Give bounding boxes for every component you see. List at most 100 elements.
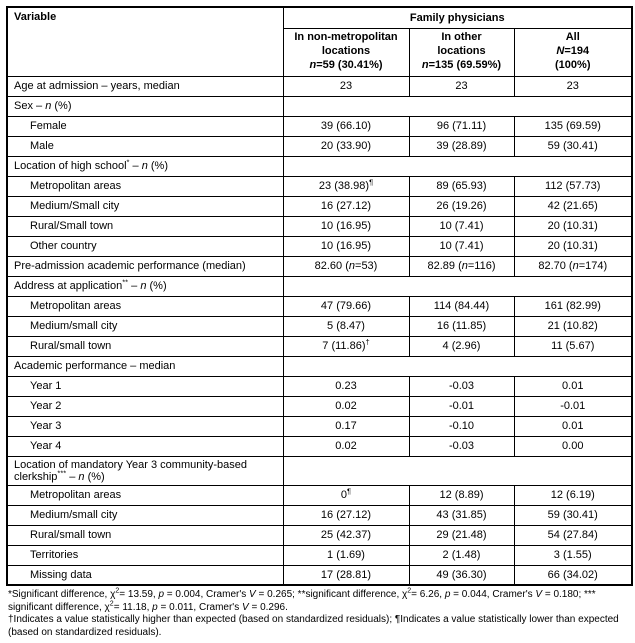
table-row: Year 4 0.02 -0.03 0.00 xyxy=(6,435,633,457)
row-label-cell: Sex – n (%) xyxy=(6,95,284,117)
table-row: Medium/small city 5 (8.47) 16 (11.85) 21 (1… xyxy=(6,315,633,337)
value-cell: 43 (31.85) xyxy=(408,504,515,526)
value-cell: 42 (21.65) xyxy=(513,195,633,217)
value-cell: 0.02 xyxy=(282,395,410,417)
value-cell: -0.03 xyxy=(408,375,515,397)
footnote: *Significant difference, χ2= 13.59, p = … xyxy=(8,587,596,613)
row-label-cell: Medium/small city xyxy=(6,504,284,526)
value-cell: 47 (79.66) xyxy=(282,295,410,317)
value-cell: 59 (30.41) xyxy=(513,135,633,157)
value-cell: 39 (28.89) xyxy=(408,135,515,157)
value-cell: 10 (7.41) xyxy=(408,215,515,237)
value-cell: 7 (11.86)† xyxy=(282,335,410,357)
study-table: Variable Family physicians In non-metrop… xyxy=(6,6,633,586)
value-cell: 49 (36.30) xyxy=(408,564,515,586)
empty-cell xyxy=(282,275,633,297)
value-cell: 0.01 xyxy=(513,375,633,397)
value-cell: 4 (2.96) xyxy=(408,335,515,357)
row-label-cell: Year 1 xyxy=(6,375,284,397)
row-label-cell: Rural/small town xyxy=(6,524,284,546)
row-label-cell: Year 3 xyxy=(6,415,284,437)
value-cell: 12 (6.19) xyxy=(513,484,633,506)
row-label-cell: Rural/Small town xyxy=(6,215,284,237)
value-cell: 82.89 (n=116) xyxy=(408,255,515,277)
value-cell: 10 (7.41) xyxy=(408,235,515,257)
value-cell: 59 (30.41) xyxy=(513,504,633,526)
value-cell: 82.60 (n=53) xyxy=(282,255,410,277)
column-header: In other locations n=135 (69.59%) xyxy=(408,27,515,77)
value-cell: 20 (33.90) xyxy=(282,135,410,157)
row-label-cell: Medium/Small city xyxy=(6,195,284,217)
value-cell: 1 (1.69) xyxy=(282,544,410,566)
value-cell: 17 (28.81) xyxy=(282,564,410,586)
section-row: Academic performance – median xyxy=(6,355,633,377)
table-row: Medium/small city 16 (27.12) 43 (31.85) 59 … xyxy=(6,504,633,526)
value-cell: 10 (16.95) xyxy=(282,235,410,257)
value-cell: 21 (10.82) xyxy=(513,315,633,337)
value-cell: 10 (16.95) xyxy=(282,215,410,237)
table-row: Metropolitan areas 47 (79.66) 114 (84.44) 1… xyxy=(6,295,633,317)
value-cell: 89 (65.93) xyxy=(408,175,515,197)
value-cell: 23 xyxy=(408,75,515,97)
row-label-cell: Missing data xyxy=(6,564,284,586)
row-label-cell: Metropolitan areas xyxy=(6,484,284,506)
table-row: Territories 1 (1.69) 2 (1.48) 3 (1.55) xyxy=(6,544,633,566)
value-cell: 2 (1.48) xyxy=(408,544,515,566)
table-row: Other country 10 (16.95) 10 (7.41) 20 (10.3… xyxy=(6,235,633,257)
value-cell: 0.01 xyxy=(513,415,633,437)
empty-cell xyxy=(282,455,633,486)
row-label-cell: Pre-admission academic performance (medi… xyxy=(6,255,284,277)
value-cell: 0.02 xyxy=(282,435,410,457)
value-cell: 54 (27.84) xyxy=(513,524,633,546)
row-label-cell: Location of mandatory Year 3 community-b… xyxy=(6,455,284,486)
value-cell: 23 xyxy=(513,75,633,97)
table-row: Year 1 0.23 -0.03 0.01 xyxy=(6,375,633,397)
section-row: Location of high school* – n (%) xyxy=(6,155,633,177)
row-label-cell: Medium/small city xyxy=(6,315,284,337)
row-label-cell: Metropolitan areas xyxy=(6,175,284,197)
value-cell: 39 (66.10) xyxy=(282,115,410,137)
value-cell: 3 (1.55) xyxy=(513,544,633,566)
value-cell: -0.01 xyxy=(513,395,633,417)
table-row: Medium/Small city 16 (27.12) 26 (19.26) 42 … xyxy=(6,195,633,217)
table-row: Year 2 0.02 -0.01 -0.01 xyxy=(6,395,633,417)
value-cell: 112 (57.73) xyxy=(513,175,633,197)
variable-header: Variable xyxy=(6,6,284,77)
table-row: Missing data 17 (28.81) 49 (36.30) 66 (34.0… xyxy=(6,564,633,586)
table-row: Rural/small town 25 (42.37) 29 (21.48) 54 (… xyxy=(6,524,633,546)
value-cell: 25 (42.37) xyxy=(282,524,410,546)
row-label-cell: Other country xyxy=(6,235,284,257)
table-row: Rural/Small town 10 (16.95) 10 (7.41) 20 (1… xyxy=(6,215,633,237)
column-header: All N=194 (100%) xyxy=(513,27,633,77)
table-row: Age at admission – years, median 23 23 23 xyxy=(6,75,633,97)
table-row: Metropolitan areas 23 (38.98)¶ 89 (65.93) 1… xyxy=(6,175,633,197)
section-row: Location of mandatory Year 3 community-b… xyxy=(6,455,633,486)
header-row-group: Variable Family physicians xyxy=(6,6,633,77)
value-cell: 23 xyxy=(282,75,410,97)
value-cell: 12 (8.89) xyxy=(408,484,515,506)
value-cell: -0.03 xyxy=(408,435,515,457)
row-label-cell: Location of high school* – n (%) xyxy=(6,155,284,177)
row-label-cell: Female xyxy=(6,115,284,137)
value-cell: 20 (10.31) xyxy=(513,235,633,257)
empty-cell xyxy=(282,95,633,117)
value-cell: 16 (11.85) xyxy=(408,315,515,337)
value-cell: 20 (10.31) xyxy=(513,215,633,237)
value-cell: 0.23 xyxy=(282,375,410,397)
row-label-cell: Academic performance – median xyxy=(6,355,284,377)
row-label-cell: Year 4 xyxy=(6,435,284,457)
value-cell: -0.10 xyxy=(408,415,515,437)
table-row: Pre-admission academic performance (medi… xyxy=(6,255,633,277)
table-row: Male 20 (33.90) 39 (28.89) 59 (30.41) xyxy=(6,135,633,157)
row-label-cell: Address at application** – n (%) xyxy=(6,275,284,297)
row-label-cell: Rural/small town xyxy=(6,335,284,357)
column-header: In non-metropolitan locations n=59 (30.41%… xyxy=(282,27,410,77)
value-cell: 114 (84.44) xyxy=(408,295,515,317)
family-physicians-header: Family physicians xyxy=(282,6,633,29)
value-cell: 23 (38.98)¶ xyxy=(282,175,410,197)
row-label-cell: Year 2 xyxy=(6,395,284,417)
section-row: Address at application** – n (%) xyxy=(6,275,633,297)
value-cell: 82.70 (n=174) xyxy=(513,255,633,277)
value-cell: 135 (69.59) xyxy=(513,115,633,137)
